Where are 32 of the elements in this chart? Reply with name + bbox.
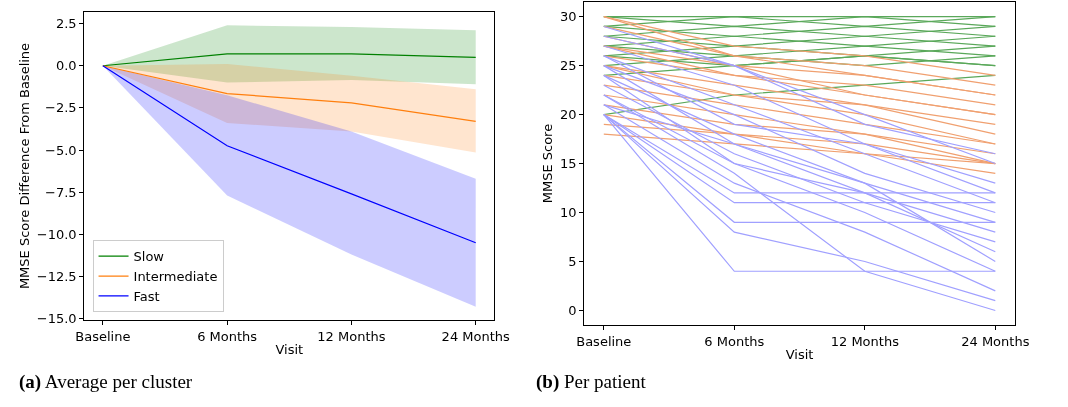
y-tick-label: 30 bbox=[560, 9, 577, 25]
y-tick-label: −10.0 bbox=[36, 226, 77, 242]
x-axis-title: Visit bbox=[275, 342, 304, 358]
x-tick-label: 12 Months bbox=[830, 333, 900, 349]
y-tick-label: −7.5 bbox=[45, 184, 77, 200]
y-tick-label: −12.5 bbox=[36, 268, 77, 284]
x-tick-label: 12 Months bbox=[317, 328, 386, 344]
y-tick-label: 5 bbox=[568, 254, 577, 270]
y-tick-label: −15.0 bbox=[36, 311, 77, 327]
y-axis-title: MMSE Score Difference From Baseline bbox=[16, 42, 32, 290]
y-tick-label: 15 bbox=[560, 156, 577, 172]
y-tick-label: 20 bbox=[560, 107, 577, 123]
y-tick-label: −2.5 bbox=[45, 100, 77, 116]
x-tick-label: 24 Months bbox=[441, 328, 511, 344]
legend-label: Fast bbox=[133, 289, 160, 305]
y-tick-label: −5.0 bbox=[45, 142, 77, 158]
text: (a) Average per cluster bbox=[19, 371, 193, 393]
y-tick-label: 0.0 bbox=[55, 58, 77, 74]
y-tick-label: 25 bbox=[560, 58, 577, 74]
x-tick-label: 24 Months bbox=[961, 333, 1030, 349]
x-tick-label: Baseline bbox=[576, 333, 632, 349]
legend-label: Slow bbox=[133, 249, 165, 265]
y-axis-title: MMSE Score bbox=[540, 123, 556, 204]
legend-label: Intermediate bbox=[133, 269, 218, 285]
x-axis-title: Visit bbox=[785, 347, 814, 363]
y-tick-label: 10 bbox=[560, 205, 577, 221]
y-tick-label: 2.5 bbox=[55, 16, 77, 32]
text: (b) Per patient bbox=[536, 371, 647, 393]
x-tick-label: 6 Months bbox=[197, 328, 258, 344]
y-tick-label: 0 bbox=[568, 303, 577, 318]
x-tick-label: 6 Months bbox=[704, 333, 765, 349]
x-tick-label: Baseline bbox=[75, 328, 131, 344]
